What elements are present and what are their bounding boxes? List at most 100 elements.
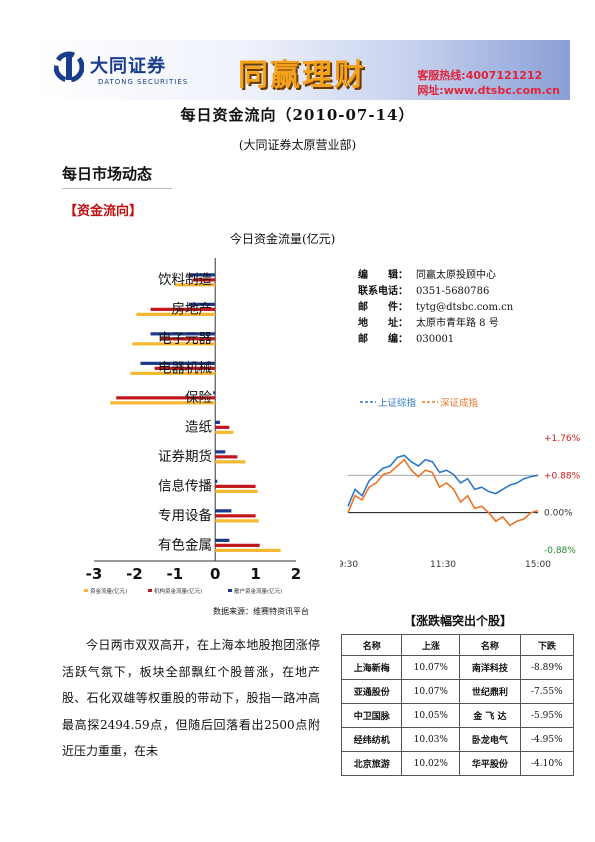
loss-value: -4.95% [519,727,575,752]
stock-name: 华平股份 [459,751,521,776]
contact-key: 联系电话： [358,286,408,297]
brand-logo-text: 同赢理财 [238,58,366,93]
series-line [347,454,539,507]
contact-value: 0351-5680786 [416,286,490,297]
gain-value: 10.05% [401,703,461,728]
data-source: 数据来源：维赛特资讯平台 [213,607,309,616]
category-label: 专用设备 [158,507,212,524]
report-subtitle: (大同证券太原营业部) [238,138,357,152]
legend-swatch [84,589,88,592]
bar-1 [110,401,216,405]
y-tick-label: -0.88% [544,546,576,556]
loss-value: -7.55% [519,679,575,704]
category-label: 证券期货 [158,448,212,465]
bar-2 [192,278,216,282]
stock-name: 经纬纺机 [340,727,403,752]
contact-value: 030001 [416,334,455,345]
header-cell: 上涨 [401,634,461,656]
x-tick-label: 1 [250,565,260,583]
header-banner: 大同证券 DATONG SECURITIES 同赢理财 客服热线:4007121… [38,40,570,100]
category-label: 电子元器 [158,331,212,347]
stock-name: 上海新梅 [340,655,403,680]
y-tick-label: +0.88% [544,471,580,481]
contact-row: 编 辑： 同赢太原投顾中心 [358,268,513,284]
bar-2 [215,425,230,429]
bar-3 [215,538,230,542]
legend-label: 上证综指 [378,397,417,409]
index-line-chart: +1.76% +0.88% 0.00% -0.88% 9:30 11:30 15:00 上证综… [340,397,580,570]
bar-2 [150,307,216,311]
contact-key: 邮 件： [358,302,408,313]
bar-1 [132,342,216,346]
contact-value: 太原市青年路 8 号 [416,318,499,329]
website-link[interactable]: 网址:www.dtsbc.com.cn [417,84,560,97]
report-title: 每日资金流向（2010-07-14） [180,106,415,124]
hotline-text: 客服热线:4007121212 [417,69,543,82]
bar-1 [174,283,216,287]
x-tick-label: -2 [126,565,143,583]
legend-label: 散户资金流量(亿元) [234,587,282,595]
category-label: 饮料制造 [158,272,212,288]
section-heading: 每日市场动态 [62,163,172,189]
x-tick-label: 9:30 [340,560,358,570]
bar-1 [215,430,234,434]
bar-3 [215,420,221,424]
header-cell: 下跌 [519,634,575,656]
contact-row: 地 址： 太原市青年路 8 号 [358,316,513,332]
flow-chart-title: 今日资金流量(亿元) [230,232,336,246]
bar-3 [188,302,216,306]
legend-label: 深证成指 [440,397,479,409]
header-cell: 名称 [459,634,521,656]
stock-name: 南洋科技 [459,655,521,680]
legend-label: 机构资金流量(亿元) [154,587,202,595]
category-label: 信息传播 [158,477,212,494]
bar-3 [215,509,232,513]
stock-name: 亚通股份 [340,679,403,704]
bar-2 [154,366,216,370]
series-line [347,458,539,527]
bar-3 [150,332,216,336]
contact-row: 邮 件： tytg@dtsbc.com.cn [358,300,513,316]
bar-3 [213,391,216,395]
x-tick-label: 15:00 [525,560,551,570]
table-row: 亚通股份 10.07% 世纪鼎利 -7.55% [340,679,575,704]
stock-name: 世纪鼎利 [459,679,521,704]
category-label: 电器机械 [158,360,212,376]
gain-value: 10.02% [401,751,461,776]
market-commentary: 今日两市双双高开，在上海本地股抱团涨停活跃气氛下，板块全部飘红个股普涨，在地产股… [62,638,320,758]
bar-3 [140,361,216,365]
bar-2 [215,455,238,459]
stock-name: 北京旅游 [340,751,403,776]
bar-1 [215,548,281,552]
bar-1 [215,519,259,523]
category-label: 造纸 [185,419,212,435]
legend-swatch [148,589,152,592]
movers-table: 名称 上涨 名称 下跌 上海新梅 10.07% 南洋科技 -8.89% 亚通股份… [340,634,575,776]
category-label: 房地产 [172,301,213,317]
contact-info: 编 辑： 同赢太原投顾中心 联系电话： 0351-5680786 邮 件： tytg@… [358,268,513,348]
contact-value: 同赢太原投顾中心 [416,270,496,281]
contact-email[interactable]: tytg@dtsbc.com.cn [416,302,514,313]
contact-row: 邮 编： 030001 [358,332,513,348]
gain-value: 10.03% [401,727,461,752]
x-tick-label: 2 [291,565,301,583]
contact-key: 编 辑： [358,270,408,281]
x-tick-label: 11:30 [430,560,456,570]
bar-3 [215,450,226,454]
contact-row: 联系电话： 0351-5680786 [358,284,513,300]
bar-2 [215,514,256,518]
stock-name: 金 飞 达 [459,703,521,728]
bar-3 [215,479,218,483]
bar-1 [136,312,216,316]
gain-value: 10.07% [401,655,461,680]
table-row: 经纬纺机 10.03% 卧龙电气 -4.95% [340,727,575,752]
x-tick-label: -1 [166,565,183,583]
company-name: 大同证券 [90,56,166,77]
bar-1 [215,489,258,493]
legend-label: 资金流量(亿元) [90,587,127,595]
company-logo-icon [54,51,84,83]
category-label: 保险 [185,390,212,406]
table-row: 上海新梅 10.07% 南洋科技 -8.89% [340,655,575,680]
gain-value: 10.07% [401,679,461,704]
